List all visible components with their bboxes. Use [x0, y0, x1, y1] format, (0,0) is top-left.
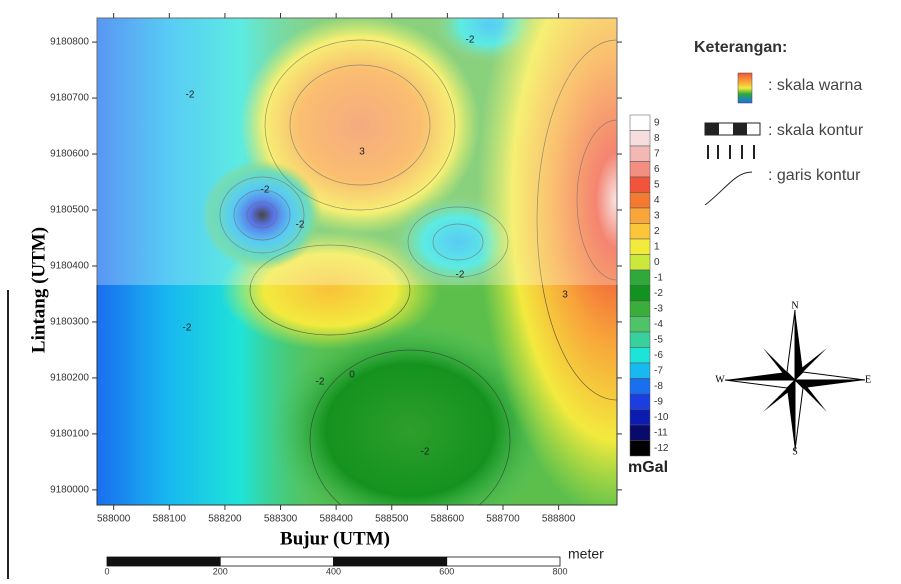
- contour-label: -2: [261, 185, 270, 196]
- compass-label: N: [791, 300, 798, 311]
- contour-label: -2: [186, 90, 195, 101]
- colorbar-swatch: [630, 317, 650, 333]
- colorbar-swatch: [630, 425, 650, 441]
- colorbar-label: 5: [654, 179, 660, 190]
- contour-label: -2: [456, 270, 465, 281]
- colorbar-label: -5: [654, 334, 663, 345]
- legend-item: : skala warna: [768, 77, 862, 94]
- scale-unit: meter: [568, 546, 604, 562]
- contour-label: 3: [562, 290, 568, 301]
- contour-label: -2: [466, 35, 475, 46]
- contour-label: -2: [296, 220, 305, 231]
- legend-item: : skala kontur: [768, 122, 864, 139]
- colorbar-swatch: [630, 162, 650, 178]
- x-tick-label: 588700: [486, 514, 520, 525]
- compass-label: S: [792, 446, 798, 457]
- x-tick-label: 588000: [97, 514, 131, 525]
- y-tick-label: 9180400: [50, 261, 89, 272]
- scale-segment: [220, 557, 333, 566]
- contour-label: -2: [316, 377, 325, 388]
- colorbar-swatch: [630, 394, 650, 410]
- colorbar-label: 7: [654, 148, 660, 159]
- contour-label: 0: [349, 370, 355, 381]
- colorbar-label: 6: [654, 164, 660, 175]
- colorbar-swatch: [630, 115, 650, 131]
- colorbar-label: 4: [654, 195, 660, 206]
- colorbar-label: -2: [654, 288, 663, 299]
- x-tick-label: 588100: [153, 514, 187, 525]
- colorbar-swatch: [630, 286, 650, 302]
- scale-label: 800: [552, 566, 567, 576]
- legend-color-icon: [738, 73, 752, 103]
- y-tick-label: 9180800: [50, 37, 89, 48]
- colorbar-swatch: [630, 193, 650, 209]
- colorbar-label: -10: [654, 412, 669, 423]
- colorbar-label: 2: [654, 226, 660, 237]
- legend-title: Keterangan:: [694, 39, 787, 56]
- x-axis-label: Bujur (UTM): [280, 528, 390, 549]
- x-tick-label: 588300: [264, 514, 298, 525]
- colorbar-label: -12: [654, 443, 669, 454]
- colorbar-label: -8: [654, 381, 663, 392]
- contour-label: -2: [421, 447, 430, 458]
- colorbar-swatch: [630, 131, 650, 147]
- scale-label: 0: [104, 566, 109, 576]
- scale-label: 400: [326, 566, 341, 576]
- colorbar-label: -6: [654, 350, 663, 361]
- colorbar-label: 0: [654, 257, 660, 268]
- y-tick-label: 9180500: [50, 205, 89, 216]
- y-tick-label: 9180100: [50, 429, 89, 440]
- y-tick-label: 9180300: [50, 317, 89, 328]
- colorbar-swatch: [630, 224, 650, 240]
- scale-label: 600: [439, 566, 454, 576]
- colorbar-swatch: [630, 255, 650, 271]
- y-axis-label: Lintang (UTM): [28, 227, 49, 353]
- colorbar-swatch: [630, 301, 650, 317]
- colorbar-label: -3: [654, 303, 663, 314]
- colorbar-swatch: [630, 363, 650, 379]
- map-figure: Lintang (UTM) Bujur (UTM) Keterangan: 58…: [0, 0, 901, 579]
- x-tick-label: 588800: [542, 514, 576, 525]
- y-tick-label: 9180700: [50, 93, 89, 104]
- colorbar-label: 1: [654, 241, 660, 252]
- compass-rose: [725, 310, 865, 450]
- scale-segment: [334, 557, 447, 566]
- colorbar-swatch: [630, 208, 650, 224]
- contour-label: -2: [183, 323, 192, 334]
- colorbar-swatch: [630, 379, 650, 395]
- colorbar-label: -9: [654, 396, 663, 407]
- colorbar-label: -7: [654, 365, 663, 376]
- legend-item: : garis kontur: [768, 167, 861, 184]
- colorbar-label: 9: [654, 117, 660, 128]
- colorbar-label: -1: [654, 272, 663, 283]
- colorbar-label: 3: [654, 210, 660, 221]
- colorbar-swatch: [630, 270, 650, 286]
- colorbar-swatch: [630, 410, 650, 426]
- colorbar-label: -4: [654, 319, 663, 330]
- colorbar-unit: mGal: [628, 459, 668, 476]
- scale-segment: [107, 557, 220, 566]
- compass-label: E: [865, 374, 871, 385]
- scale-label: 200: [213, 566, 228, 576]
- x-tick-label: 588200: [208, 514, 242, 525]
- colorbar-label: 8: [654, 133, 660, 144]
- x-tick-label: 588600: [431, 514, 465, 525]
- y-tick-label: 9180600: [50, 149, 89, 160]
- x-tick-label: 588400: [319, 514, 353, 525]
- colorbar-swatch: [630, 177, 650, 193]
- colorbar-swatch: [630, 146, 650, 162]
- contour-label: 3: [359, 147, 365, 158]
- y-tick-label: 9180000: [50, 485, 89, 496]
- compass-label: W: [715, 374, 725, 385]
- colorbar-swatch: [630, 348, 650, 364]
- colorbar-swatch: [630, 441, 650, 457]
- colorbar-swatch: [630, 332, 650, 348]
- colorbar-swatch: [630, 239, 650, 255]
- scale-segment: [447, 557, 560, 566]
- colorbar-label: -11: [654, 427, 668, 438]
- y-tick-label: 9180200: [50, 373, 89, 384]
- x-tick-label: 588500: [375, 514, 409, 525]
